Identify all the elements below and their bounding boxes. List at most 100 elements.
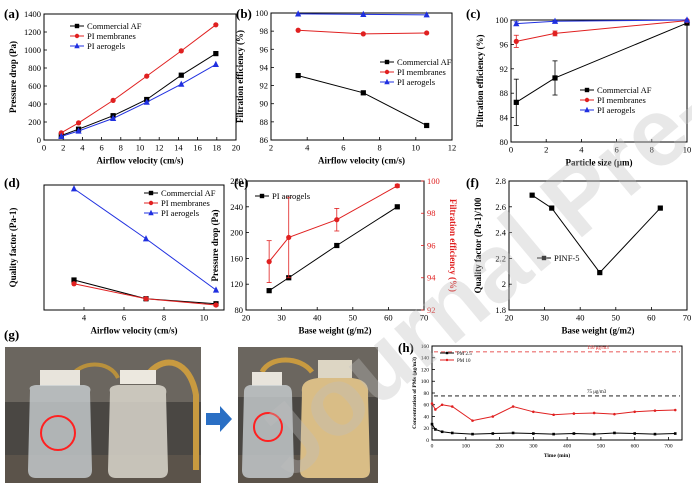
legend-label-a-2: PI aerogels (87, 41, 125, 51)
legend-label-d-2: PI aerogels (161, 208, 199, 218)
series-line-a-1 (61, 24, 217, 134)
data-point-h-0-0 (430, 422, 434, 426)
reference-label-0: 150 μg/m3 (587, 346, 609, 351)
y-tick-label-h-8: 160 (421, 344, 430, 350)
y-tick-label-f-4: 2.6 (495, 202, 506, 212)
photo-left-bottle-1 (28, 385, 92, 478)
y-tick-label-b-7: 100 (255, 8, 268, 18)
panel-label-c: (c) (466, 6, 480, 21)
y-tick-label-a-2: 400 (28, 99, 41, 109)
data-point-d-2-2 (212, 286, 220, 293)
data-point-e-0-3 (394, 204, 400, 210)
legend-label-c-2: PI aerogels (597, 105, 635, 115)
x-axis-label-b: Airflow velocity (cm/s) (318, 156, 405, 166)
x-tick-label-b-2: 6 (341, 143, 345, 153)
legend-marker-c-1 (584, 97, 590, 103)
y-tick-label-h-2: 40 (424, 414, 430, 420)
chart-panel-d: (d) 4 6 8 10 Airflow velocity (cm/s) Quality f… (4, 175, 225, 336)
chart-panel-f: (f) 20 30 40 50 60 70 1.8 2 2.2 2.4 2.6 2.8 Base weig… (466, 175, 691, 336)
chart-panel-e: (e) 20 30 40 50 60 70 80 120 160 200 240 280 92 94 96 98… (210, 175, 458, 336)
y-tick-label-e-2: 160 (230, 253, 243, 263)
data-point-h-0-12 (633, 432, 637, 435)
x-tick-label-f-5: 70 (683, 313, 692, 323)
panel-label-h: (h) (398, 340, 414, 355)
x-tick-label-e-2: 40 (313, 313, 322, 323)
x-tick-label-f-1: 30 (540, 313, 549, 323)
series-line-h-1 (431, 403, 676, 422)
data-point-a-0-5 (213, 51, 219, 57)
y-tick-label-e-0: 80 (235, 305, 244, 315)
legend-marker-d-1 (148, 200, 154, 206)
data-point-h-1-12 (633, 410, 637, 414)
y-tick-label-b-0: 86 (260, 135, 269, 145)
data-point-a-2-1 (75, 127, 82, 134)
data-point-d-2-0 (70, 185, 78, 192)
y-right-tick-label-e-2: 96 (427, 240, 436, 250)
data-point-a-1-4 (178, 48, 184, 54)
x-tick-label-a-8: 16 (193, 143, 202, 153)
y-tick-label-h-7: 140 (421, 356, 430, 362)
y-tick-label-c-0: 80 (500, 137, 509, 147)
data-point-c-0-1 (552, 75, 558, 81)
plot-frame-a (43, 13, 237, 141)
legend-marker-c-2 (584, 106, 590, 113)
x-tick-label-b-0: 2 (269, 143, 273, 153)
data-point-d-1-1 (143, 296, 149, 302)
photo-left-hose (147, 359, 199, 470)
y-axis-label-e: Pressure drop (Pa) (210, 210, 220, 282)
y-tick-label-a-5: 1000 (24, 45, 41, 55)
y-tick-label-a-6: 1200 (24, 27, 41, 37)
x-tick-label-b-4: 10 (412, 143, 421, 153)
y-tick-label-b-2: 90 (260, 99, 269, 109)
chart-panel-b: (b) 2 4 6 8 10 12 86 88 90 92 94 96 98 100 Airflow velo… (235, 6, 456, 166)
data-point-a-1-0 (58, 130, 64, 136)
x-tick-label-c-3: 6 (614, 145, 618, 155)
data-point-b-2-0 (295, 10, 302, 17)
data-point-a-2-4 (178, 80, 185, 87)
y-tick-label-f-0: 1.8 (495, 305, 506, 315)
x-tick-label-a-10: 20 (232, 143, 241, 153)
x-tick-label-e-3: 50 (349, 313, 358, 323)
x-tick-label-b-5: 12 (448, 143, 457, 153)
legend-label-b-1: PI membranes (397, 67, 446, 77)
data-point-a-2-0 (58, 132, 65, 139)
data-point-d-2-1 (142, 235, 150, 242)
y-tick-label-c-2: 88 (500, 88, 509, 98)
y-tick-label-b-6: 98 (260, 26, 269, 36)
data-point-h-1-11 (613, 412, 616, 416)
y-axis-label-b: Filtration efficiency (%) (235, 30, 245, 123)
data-point-b-0-2 (424, 122, 430, 129)
data-point-h-0-11 (613, 431, 616, 435)
y-right-tick-label-e-4: 100 (427, 176, 440, 186)
y-tick-label-c-5: 100 (495, 15, 508, 25)
y-tick-label-e-4: 240 (230, 202, 243, 212)
x-axis-label-f: Base weight (g/m2) (562, 326, 635, 336)
y-tick-label-b-5: 96 (260, 44, 269, 54)
x-tick-label-e-4: 60 (384, 313, 393, 323)
legend-marker-b-2 (384, 78, 390, 85)
data-point-h-0-3 (450, 431, 454, 435)
legend-label-b-0: Commercial AF (397, 57, 452, 67)
data-point-e-0-2 (334, 242, 340, 249)
data-point-b-0-0 (295, 72, 301, 79)
series-line-h-0 (431, 423, 676, 435)
data-point-h-1-0 (430, 402, 434, 405)
x-tick-label-h-4: 400 (563, 444, 572, 450)
legend-marker-f-0 (541, 255, 547, 261)
data-point-e-0-0 (266, 288, 272, 294)
x-axis-label-c: Particle size (μm) (565, 158, 632, 168)
data-point-h-1-3 (450, 405, 454, 408)
data-point-h-1-2 (440, 403, 444, 407)
data-point-h-1-5 (491, 415, 495, 418)
data-point-f-0-3 (657, 205, 663, 211)
series-line-c-1 (516, 20, 688, 42)
x-tick-label-e-1: 30 (277, 313, 286, 323)
data-point-h-0-6 (511, 431, 515, 435)
panel-label-b: (b) (236, 6, 252, 21)
y-tick-label-a-7: 1400 (24, 9, 41, 19)
data-point-h-1-6 (511, 405, 515, 408)
y-tick-label-b-1: 88 (260, 117, 269, 127)
data-point-f-0-2 (597, 269, 603, 276)
y-axis-label-right-e: Filtration efficiency (%) (448, 199, 458, 292)
